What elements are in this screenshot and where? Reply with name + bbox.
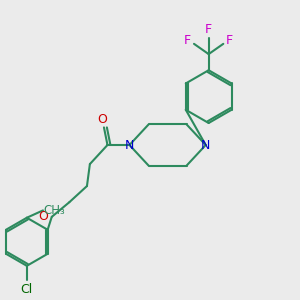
Text: F: F xyxy=(184,34,191,47)
Text: Cl: Cl xyxy=(21,283,33,296)
Text: N: N xyxy=(201,139,210,152)
Text: CH₃: CH₃ xyxy=(43,204,65,217)
Text: N: N xyxy=(125,139,134,152)
Text: F: F xyxy=(205,23,212,36)
Text: O: O xyxy=(98,113,107,126)
Text: O: O xyxy=(39,210,49,224)
Text: F: F xyxy=(226,34,233,47)
